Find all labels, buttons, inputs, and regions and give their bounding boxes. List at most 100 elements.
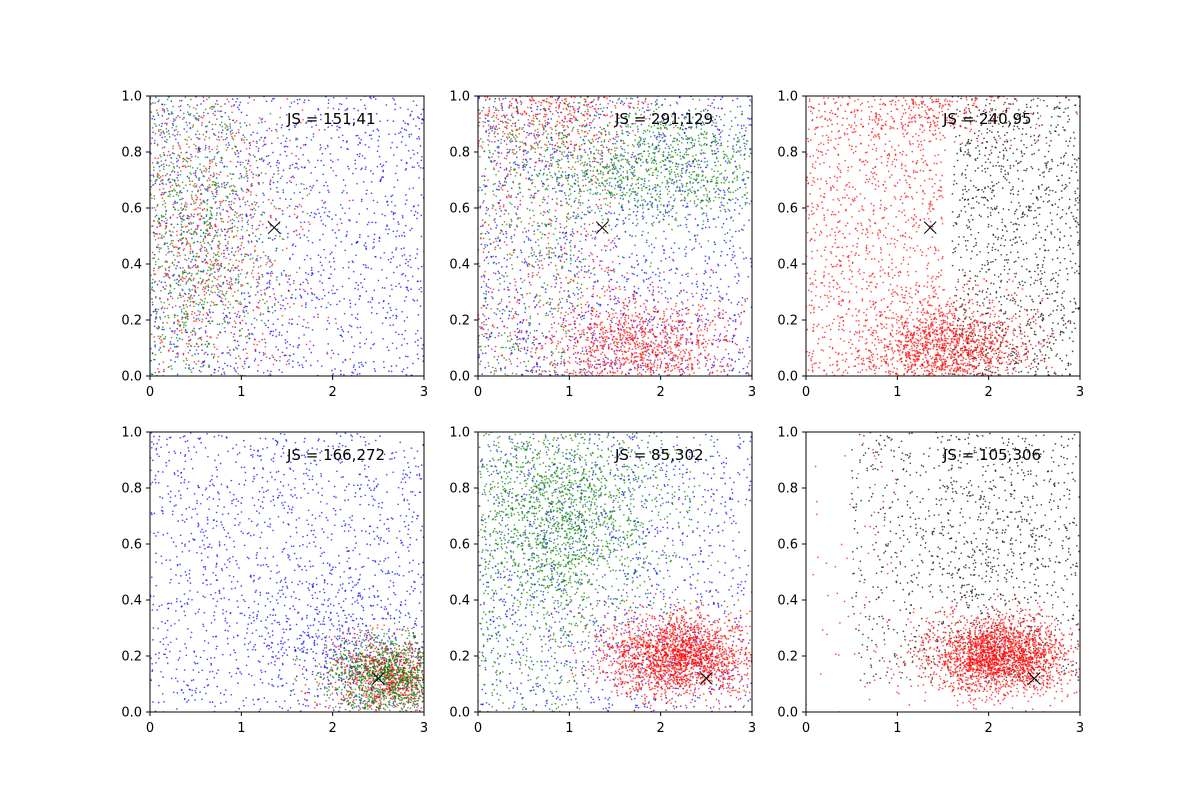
scatter-point: [586, 371, 588, 374]
scatter-point: [229, 123, 231, 126]
scatter-point: [371, 298, 374, 301]
scatter-point: [342, 179, 345, 181]
scatter-point: [279, 207, 281, 210]
scatter-point: [660, 286, 663, 289]
scatter-point: [730, 259, 733, 261]
scatter-point: [229, 269, 232, 272]
scatter-point: [276, 228, 279, 231]
scatter-point: [305, 343, 308, 346]
scatter-point: [151, 197, 153, 200]
scatter-point: [214, 195, 217, 198]
scatter-point: [404, 203, 407, 205]
scatter-point: [221, 157, 223, 159]
scatter-point: [401, 216, 404, 219]
scatter-point: [255, 159, 258, 162]
scatter-point: [231, 325, 234, 328]
scatter-point: [643, 271, 646, 274]
scatter-point: [203, 169, 205, 172]
scatter-point: [203, 359, 206, 362]
scatter-point: [620, 174, 622, 176]
scatter-point: [247, 188, 250, 191]
scatter-point: [330, 166, 332, 169]
scatter-point: [260, 136, 263, 139]
scatter-point: [667, 354, 670, 357]
scatter-point: [205, 317, 208, 320]
scatter-point: [180, 170, 182, 172]
scatter-point: [245, 214, 248, 217]
scatter-point: [318, 129, 321, 131]
scatter-point: [338, 229, 340, 231]
scatter-point: [303, 334, 305, 336]
scatter-point: [620, 186, 623, 189]
scatter-point: [181, 218, 184, 220]
scatter-point: [595, 339, 598, 341]
scatter-point: [376, 201, 379, 204]
scatter-point: [232, 269, 235, 272]
scatter-point: [345, 234, 348, 236]
scatter-point: [524, 149, 527, 152]
scatter-point: [209, 258, 212, 261]
scatter-point: [286, 181, 288, 184]
scatter-point: [201, 320, 203, 323]
scatter-point: [253, 326, 256, 329]
scatter-point: [685, 313, 688, 315]
scatter-point: [738, 371, 741, 374]
scatter-point: [591, 306, 594, 309]
scatter-point: [700, 293, 703, 296]
scatter-point: [646, 109, 648, 112]
scatter-point: [577, 330, 580, 332]
scatter-point: [301, 228, 304, 231]
scatter-point: [616, 281, 618, 283]
scatter-point: [654, 186, 657, 189]
scatter-point: [562, 319, 565, 321]
scatter-point: [240, 334, 242, 337]
scatter-point: [156, 220, 159, 223]
scatter-point: [668, 362, 671, 365]
scatter-point: [150, 142, 152, 145]
scatter-point: [262, 354, 265, 356]
scatter-point: [401, 333, 403, 336]
scatter-point: [341, 328, 344, 331]
scatter-point: [223, 252, 225, 255]
scatter-point: [216, 152, 218, 155]
scatter-point: [151, 301, 154, 304]
scatter-point: [632, 222, 634, 224]
scatter-point: [322, 173, 325, 176]
scatter-point: [367, 301, 370, 303]
scatter-point: [369, 301, 372, 303]
scatter-point: [389, 306, 392, 309]
scatter-point: [324, 294, 326, 297]
scatter-point: [192, 279, 195, 281]
scatter-point: [162, 193, 165, 195]
scatter-point: [558, 159, 561, 162]
scatter-point: [197, 214, 199, 216]
scatter-point: [322, 233, 324, 236]
scatter-point: [719, 98, 722, 101]
scatter-point: [617, 341, 620, 344]
scatter-point: [164, 272, 166, 275]
scatter-point: [264, 136, 267, 139]
scatter-point: [650, 363, 653, 365]
scatter-point: [234, 299, 237, 302]
scatter-point: [356, 182, 358, 185]
scatter-point: [593, 330, 596, 332]
scatter-point: [646, 358, 648, 361]
scatter-point: [635, 224, 638, 227]
scatter-point: [726, 176, 729, 179]
scatter-point: [245, 167, 247, 170]
scatter-point: [588, 147, 591, 150]
scatter-point: [240, 283, 242, 286]
scatter-point: [196, 130, 199, 133]
scatter-point: [198, 150, 201, 153]
scatter-point: [412, 100, 415, 103]
scatter-point: [577, 110, 580, 113]
scatter-point: [649, 283, 652, 286]
scatter-point: [189, 159, 192, 162]
scatter-point: [239, 314, 241, 317]
scatter-point: [360, 282, 362, 284]
scatter-point: [501, 109, 504, 112]
scatter-point: [652, 215, 654, 218]
scatter-point: [277, 159, 279, 162]
scatter-point: [528, 281, 531, 284]
scatter-point: [159, 346, 162, 349]
